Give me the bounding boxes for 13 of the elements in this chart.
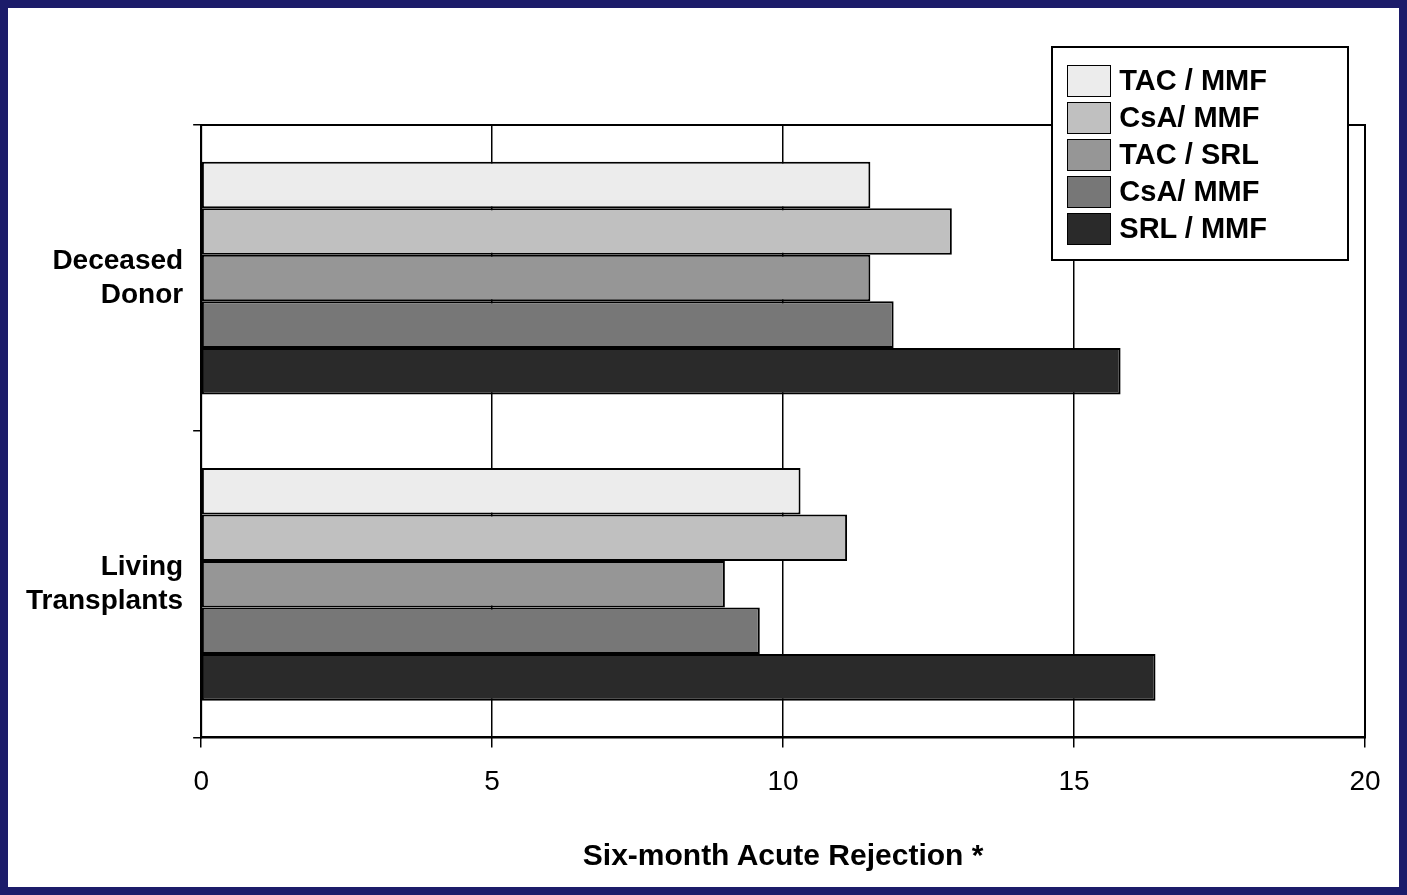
legend-label: CsA/ MMF: [1119, 175, 1260, 208]
x-tick-label: 0: [193, 764, 209, 796]
x-tick-label: 15: [1058, 764, 1090, 796]
y-tick-label: Living Transplants: [25, 550, 184, 615]
x-tick-label: 20: [1349, 764, 1381, 796]
legend-label: TAC / SRL: [1119, 138, 1259, 171]
legend-label: TAC / MMF: [1119, 64, 1267, 97]
x-tick-label: 10: [767, 764, 799, 796]
legend-label: CsA/ MMF: [1119, 101, 1260, 134]
legend-label: SRL / MMF: [1119, 212, 1267, 245]
y-tick-label: Deceased Donor: [52, 244, 184, 309]
x-axis-title: Six-month Acute Rejection *: [582, 838, 984, 872]
x-tick-label: 5: [484, 764, 500, 796]
